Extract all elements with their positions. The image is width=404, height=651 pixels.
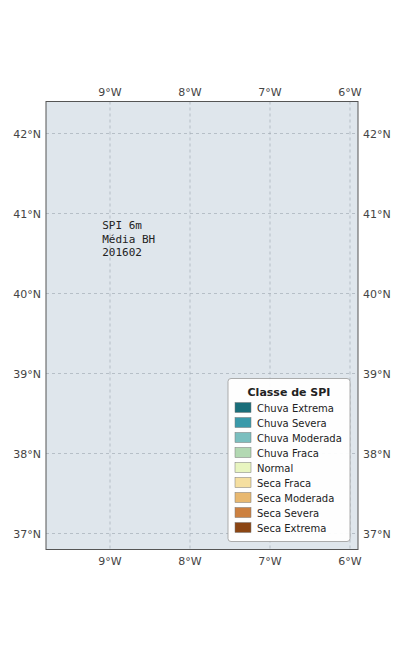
legend-swatch xyxy=(235,403,251,413)
legend-label: Seca Extrema xyxy=(257,523,326,534)
legend-title: Classe de SPI xyxy=(248,386,331,399)
legend-swatch xyxy=(235,418,251,428)
y-tick-label-right: 38°N xyxy=(363,448,391,461)
x-tick-label-bottom: 7°W xyxy=(258,555,281,568)
grid-line-x xyxy=(190,102,191,550)
y-tick-label-left: 41°N xyxy=(13,208,41,221)
y-tick-label-left: 38°N xyxy=(13,448,41,461)
legend-label: Seca Moderada xyxy=(257,493,334,504)
legend-label: Normal xyxy=(257,463,293,474)
legend-label: Seca Fraca xyxy=(257,478,311,489)
y-tick-label-left: 40°N xyxy=(13,288,41,301)
x-tick-label-top: 8°W xyxy=(178,86,201,99)
legend-label: Chuva Fraca xyxy=(257,448,319,459)
x-tick-label-bottom: 8°W xyxy=(178,555,201,568)
legend-swatch xyxy=(235,433,251,443)
grid-line-x xyxy=(110,102,111,550)
y-tick-label-right: 37°N xyxy=(363,528,391,541)
y-tick-label-left: 39°N xyxy=(13,368,41,381)
legend-swatch xyxy=(235,493,251,503)
x-tick-label-bottom: 9°W xyxy=(98,555,121,568)
y-tick-label-right: 39°N xyxy=(363,368,391,381)
x-tick-label-top: 7°W xyxy=(258,86,281,99)
grid-line-y xyxy=(46,293,358,294)
legend: Classe de SPI Chuva Extrema Chuva Severa Ch… xyxy=(228,379,350,542)
x-tick-label-bottom: 6°W xyxy=(338,555,361,568)
annotation-title: SPI 6mMédia BH201602 xyxy=(102,219,155,259)
x-tick-label-top: 6°W xyxy=(338,86,361,99)
legend-swatch xyxy=(235,448,251,458)
y-tick-label-right: 40°N xyxy=(363,288,391,301)
y-tick-label-left: 42°N xyxy=(13,128,41,141)
grid-line-y xyxy=(46,373,358,374)
legend-swatch xyxy=(235,523,251,533)
legend-label: Seca Severa xyxy=(257,508,319,519)
legend-label: Chuva Moderada xyxy=(257,433,342,444)
y-tick-label-right: 41°N xyxy=(363,208,391,221)
grid-line-y xyxy=(46,133,358,134)
y-tick-label-right: 42°N xyxy=(363,128,391,141)
plot-background xyxy=(46,102,358,550)
legend-box xyxy=(228,379,350,542)
legend-swatch xyxy=(235,463,251,473)
legend-label: Chuva Severa xyxy=(257,418,327,429)
y-tick-label-left: 37°N xyxy=(13,528,41,541)
legend-swatch xyxy=(235,478,251,488)
chart: 9°W 9°W 8°W 8°W 7°W 7°W 6°W 6°W 37°N 37°N 38°N 38°N… xyxy=(0,0,404,651)
grid-line-y xyxy=(46,213,358,214)
x-tick-label-top: 9°W xyxy=(98,86,121,99)
grid xyxy=(46,102,358,550)
plot-frame xyxy=(46,102,358,550)
legend-swatch xyxy=(235,508,251,518)
legend-label: Chuva Extrema xyxy=(257,403,334,414)
